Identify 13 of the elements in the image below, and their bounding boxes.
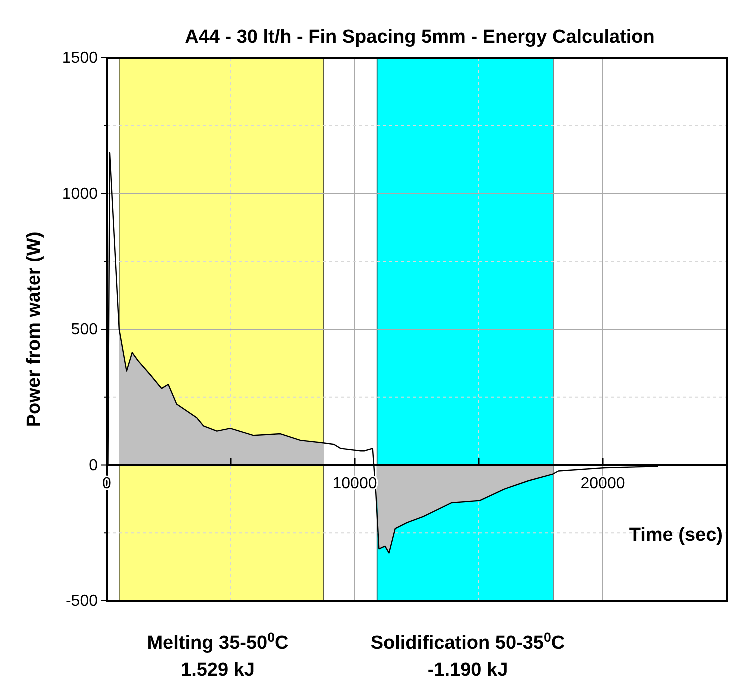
text: Melting 35-50$^{0}$C (147, 630, 290, 654)
x-axis-title: Time (sec) (629, 525, 723, 546)
text: Solidification 50-35$^{0}$C (370, 630, 566, 654)
y-tick-label: 0 (89, 457, 98, 474)
y-tick-label: 500 (71, 322, 98, 339)
text: 1.529 kJ (181, 660, 255, 681)
x-tick-label: 20000 (580, 476, 626, 493)
y-tick-label: 1000 (62, 186, 98, 203)
chart-title: A44 - 30 lt/h - Fin Spacing 5mm - Energy Calculation (185, 27, 655, 48)
y-tick-label: 1500 (62, 50, 98, 68)
y-tick-label: -500 (66, 593, 98, 610)
y-axis-title: Power from water (W) (24, 232, 45, 428)
text: -1.190 kJ (428, 660, 508, 681)
